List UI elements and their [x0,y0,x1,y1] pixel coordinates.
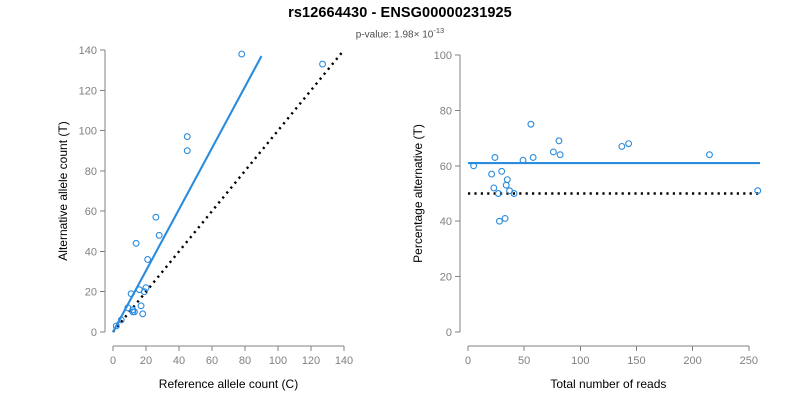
data-point [529,154,537,161]
data-point [494,190,502,197]
x-axis-tick-label: 60 [206,355,218,367]
data-point [503,176,511,184]
data-point [519,156,527,164]
y-axis-tick-label: 100 [434,50,452,62]
y-axis-tick-label: 60 [440,161,452,173]
x-axis-tick-label: 150 [627,355,645,367]
pvalue-subtitle: p-value: 1.98× 10-13 [0,26,800,40]
data-point [706,151,713,159]
y-axis-tick-label: 0 [446,327,452,339]
data-point [488,170,496,178]
data-point [117,316,125,324]
data-point [510,190,518,197]
y-axis-tick-label: 80 [440,105,452,117]
y-axis-tick-label: 20 [85,287,97,299]
y-axis-tick-label: 60 [85,206,97,218]
x-axis-title: Reference allele count (C) [159,377,298,391]
data-point [131,308,138,316]
data-point [491,154,499,161]
y-axis-tick-label: 40 [85,246,97,258]
data-point [527,120,535,128]
page-title: rs12664430 - ENSG00000231925 [288,5,512,21]
data-point [625,140,633,148]
x-axis-tick-label: 200 [683,355,701,367]
scatter-plot-percentage-alternative: 0 20 40 60 80 100 0 50 100 150 200 250 Total number … [411,50,762,391]
data-point [618,142,626,150]
data-point [183,133,191,141]
pvalue-times: × 10 [413,29,434,41]
data-point [490,184,498,192]
data-point [556,151,564,159]
data-point [152,213,160,221]
data-point [142,284,150,292]
data-point [144,256,152,263]
data-point [498,167,506,175]
x-axis-tick-label: 0 [110,355,116,367]
y-axis-tick-label: 80 [85,166,97,178]
y-axis-tick-label: 100 [79,126,97,138]
data-point [495,217,503,225]
y-axis-title: Alternative allele count (T) [56,121,70,260]
data-point [555,137,563,145]
x-axis-tick-label: 250 [740,355,758,367]
x-axis-tick-label: 80 [239,355,251,367]
data-point [470,162,478,170]
y-axis-tick-label: 0 [91,327,97,339]
y-axis-tick-label: 20 [440,272,452,284]
data-point [140,288,148,296]
x-axis-tick-label: 120 [302,355,320,367]
data-point [139,310,147,318]
data-point [132,239,140,247]
y-axis-tick-label: 140 [79,45,97,57]
x-axis-tick-label: 20 [140,355,152,367]
y-axis-title: Percentage alternative (T) [411,124,425,263]
x-axis-tick-label: 100 [269,355,287,367]
pvalue-prefix: p-value: 1.98 [355,29,414,41]
x-axis-tick-label: 100 [571,355,589,367]
x-axis-tick-label: 0 [465,355,471,367]
data-point [319,60,326,68]
data-point [155,231,163,239]
data-point [238,50,246,58]
pvalue-exponent: -13 [433,26,445,35]
data-point [127,290,135,298]
data-point [129,306,137,314]
data-point [501,214,509,222]
x-axis-tick-label: 40 [173,355,185,367]
data-point [754,187,762,195]
data-point [183,147,191,155]
data-point [502,181,510,189]
x-axis-tick-label: 140 [335,355,353,367]
data-point [549,148,557,156]
data-point [112,322,120,330]
x-axis-title: Total number of reads [550,377,666,391]
y-axis-tick-label: 120 [79,85,97,97]
scatter-plot-allele-counts: 0 20 40 60 80 100 120 140 0 20 40 60 80 100 120 140 Refe… [56,45,353,391]
data-point [137,302,145,310]
fitted-regression-line [112,55,263,333]
y-axis-tick-label: 40 [440,216,452,228]
x-axis-tick-label: 50 [518,355,530,367]
